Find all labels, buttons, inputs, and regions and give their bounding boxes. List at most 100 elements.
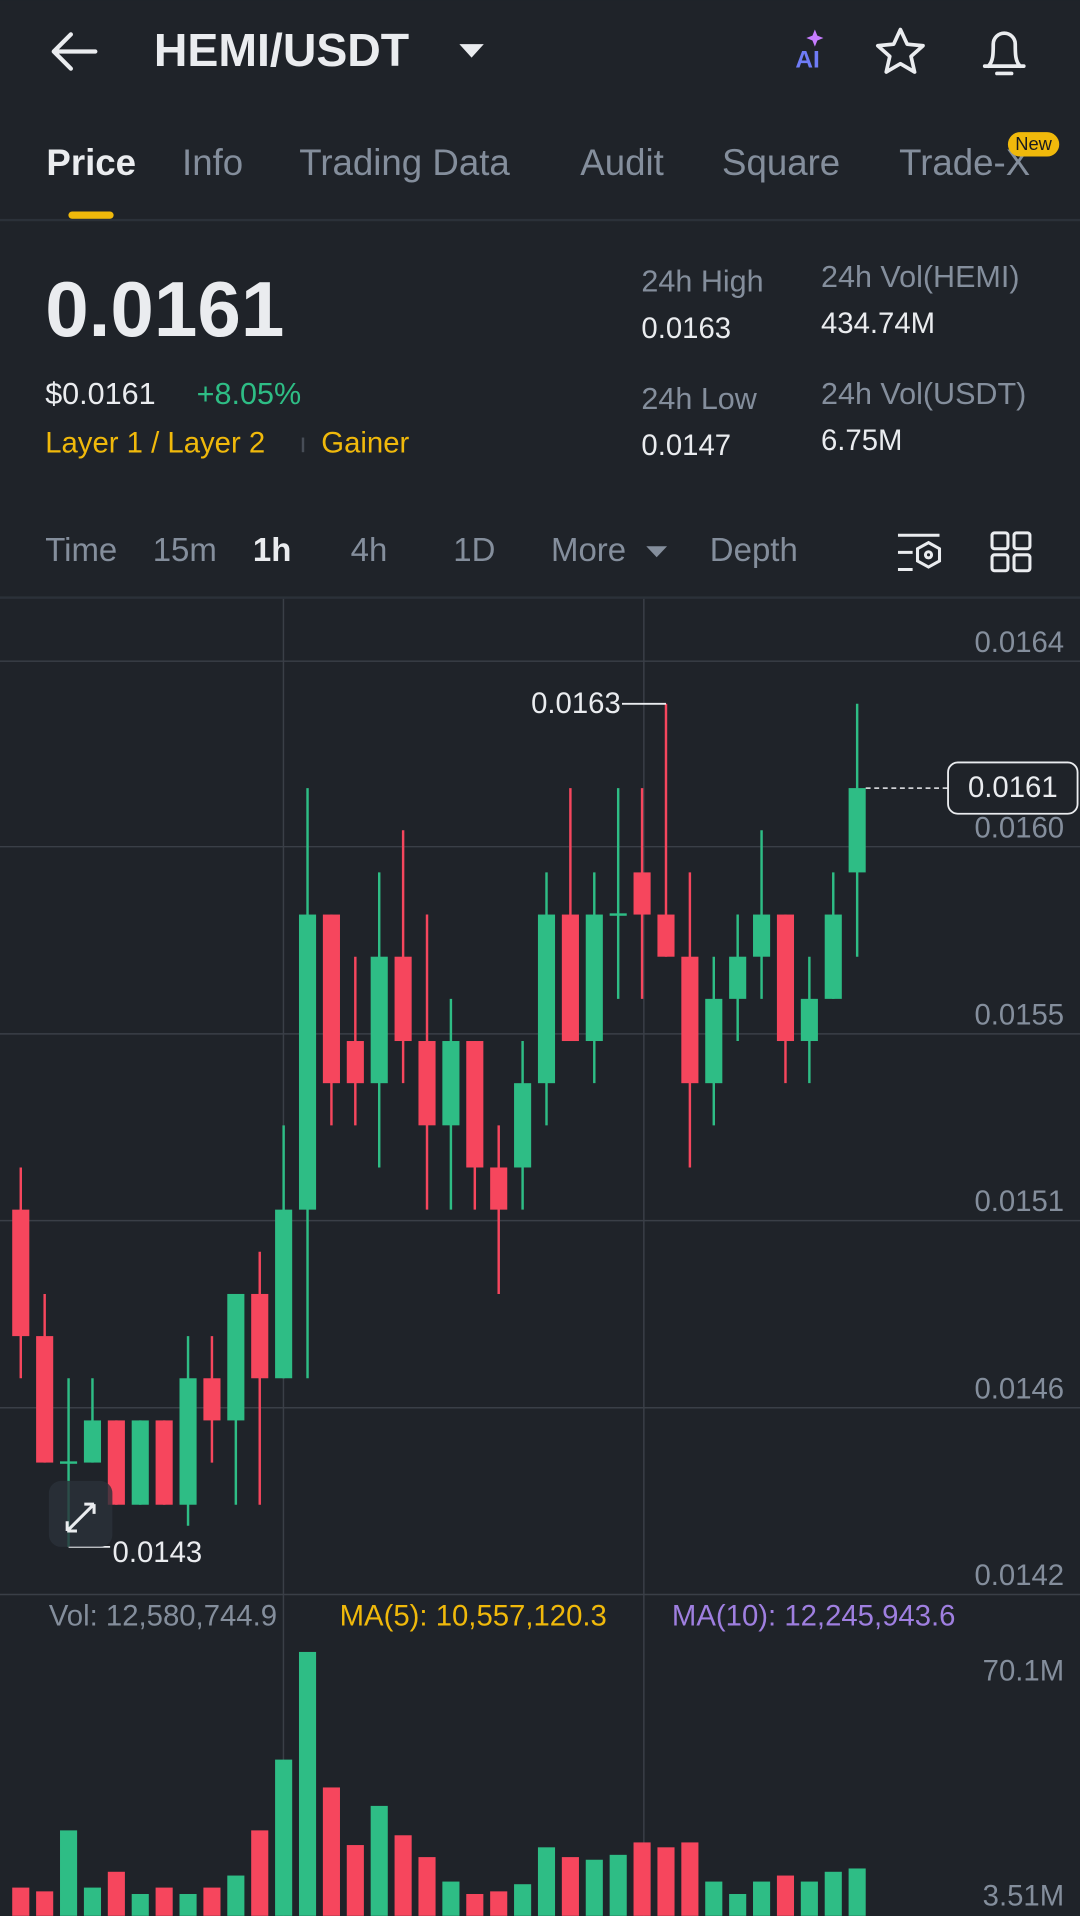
candle-body	[633, 872, 651, 915]
candle-body	[466, 1041, 484, 1168]
y-tick-label: 0.0142	[974, 1559, 1064, 1592]
stat-value: 434.74M	[821, 307, 935, 340]
volume-bar	[800, 1881, 818, 1916]
volume-bar	[609, 1854, 627, 1916]
tag[interactable]: Gainer	[321, 427, 409, 460]
interval-bar: Time 15m 1h 4h 1D More Depth	[45, 531, 798, 568]
tab[interactable]: Square	[722, 142, 840, 183]
volume-bar	[681, 1842, 699, 1916]
interval[interactable]: 15m	[153, 531, 217, 568]
volume-bar	[346, 1845, 364, 1916]
y-tick-label: 0.0164	[974, 626, 1064, 659]
candle-body	[322, 914, 340, 1084]
fullscreen-button[interactable]	[48, 1480, 113, 1547]
volume-bar	[155, 1887, 173, 1916]
layout-button[interactable]	[990, 531, 1032, 573]
y-tick-label: 0.0160	[974, 811, 1064, 844]
volume-bar	[107, 1871, 125, 1916]
ai-button[interactable]: AI	[795, 47, 819, 74]
volume-bar	[729, 1893, 747, 1916]
interval[interactable]: 1h	[253, 531, 291, 568]
volume-bar	[203, 1887, 221, 1916]
volume-bar	[585, 1859, 603, 1916]
stat-label: 24h Vol(USDT)	[821, 377, 1026, 411]
y-tick-label: 0.0151	[974, 1185, 1064, 1218]
candle-body	[561, 914, 579, 1042]
last-price: 0.0161	[45, 265, 284, 353]
tab[interactable]: Trading Data	[299, 142, 510, 183]
stat-value: 0.0147	[641, 429, 731, 462]
high-label: 0.0163	[531, 687, 621, 720]
candle-body	[36, 1336, 54, 1463]
candlestick-chart: 0.0164 0.0160 0.0155 0.0151 0.0146 0.0142 70.1…	[0, 626, 1080, 1916]
volume-bar	[514, 1884, 532, 1916]
volume-bar	[394, 1835, 412, 1916]
candle-body	[514, 1083, 532, 1168]
favorite-button[interactable]	[875, 27, 925, 74]
volume-bar	[848, 1868, 866, 1916]
candle-body	[537, 914, 556, 1084]
candle-body	[848, 788, 866, 873]
volume-stat: Vol: 12,580,744.9	[49, 1599, 277, 1632]
candle-body	[346, 1041, 364, 1084]
interval[interactable]: 4h	[351, 531, 388, 568]
new-badge-text: New	[1015, 133, 1052, 154]
volume-bar	[298, 1651, 317, 1916]
active-tab-indicator	[68, 211, 114, 219]
interval[interactable]: More	[551, 531, 626, 568]
candle-body	[490, 1167, 508, 1210]
candle-body	[418, 1041, 436, 1126]
stat-value: 0.0163	[641, 312, 731, 345]
last-price-label: 0.0161	[968, 771, 1058, 804]
candle-body	[179, 1378, 197, 1505]
volume-bar	[537, 1847, 556, 1916]
y-tick-label: 0.0155	[974, 999, 1064, 1032]
candle-body	[585, 914, 603, 1042]
volume-tick-label: 70.1M	[983, 1654, 1064, 1687]
ai-sparkle	[806, 29, 824, 47]
tab[interactable]: Info	[182, 142, 243, 183]
back-button[interactable]	[51, 32, 98, 71]
volume-bar	[60, 1830, 78, 1916]
volume-bar	[561, 1857, 579, 1916]
candle-body	[394, 956, 412, 1042]
low-label: 0.0143	[113, 1536, 203, 1569]
volume-bar	[370, 1805, 388, 1916]
tab[interactable]: Price	[46, 142, 136, 183]
volume-bar	[251, 1830, 269, 1916]
candle-body	[83, 1420, 102, 1463]
ma10-stat: MA(10): 12,245,943.6	[672, 1599, 956, 1632]
volume-bar	[776, 1875, 795, 1916]
candle-body	[275, 1209, 293, 1379]
ma5-stat: MA(5): 10,557,120.3	[340, 1599, 607, 1632]
volume-bar	[824, 1871, 842, 1916]
volume-bar	[179, 1893, 197, 1916]
interval[interactable]: Time	[45, 531, 117, 568]
pair-caret[interactable]	[459, 44, 484, 58]
candle-body	[442, 1041, 460, 1126]
pair-title[interactable]: HEMI/USDT	[154, 24, 409, 76]
interval[interactable]: 1D	[453, 531, 495, 568]
alert-button[interactable]	[982, 31, 1026, 76]
tag[interactable]: Layer 1 / Layer 2	[45, 427, 265, 460]
y-tick-label: 0.0146	[974, 1372, 1064, 1405]
volume-bar	[657, 1847, 675, 1916]
interval[interactable]: Depth	[710, 531, 798, 568]
more-caret[interactable]	[646, 546, 668, 558]
volume-bar	[418, 1857, 436, 1916]
volume-bar	[466, 1893, 484, 1916]
candle-body	[107, 1420, 125, 1505]
tab[interactable]: Trade-X	[899, 142, 1030, 183]
tab[interactable]: Audit	[580, 142, 664, 183]
chart-settings-button[interactable]	[897, 533, 942, 572]
stat-value: 6.75M	[821, 424, 902, 457]
tab-bar: Price Info Trading Data Audit Square Trade-X	[46, 142, 1030, 183]
volume-bar	[83, 1887, 102, 1916]
volume-bar	[322, 1787, 340, 1916]
volume-bar	[705, 1881, 723, 1916]
candle-body	[776, 914, 795, 1042]
volume-bar	[12, 1887, 30, 1916]
last-price-box	[947, 761, 1079, 815]
candle-body	[131, 1420, 149, 1505]
